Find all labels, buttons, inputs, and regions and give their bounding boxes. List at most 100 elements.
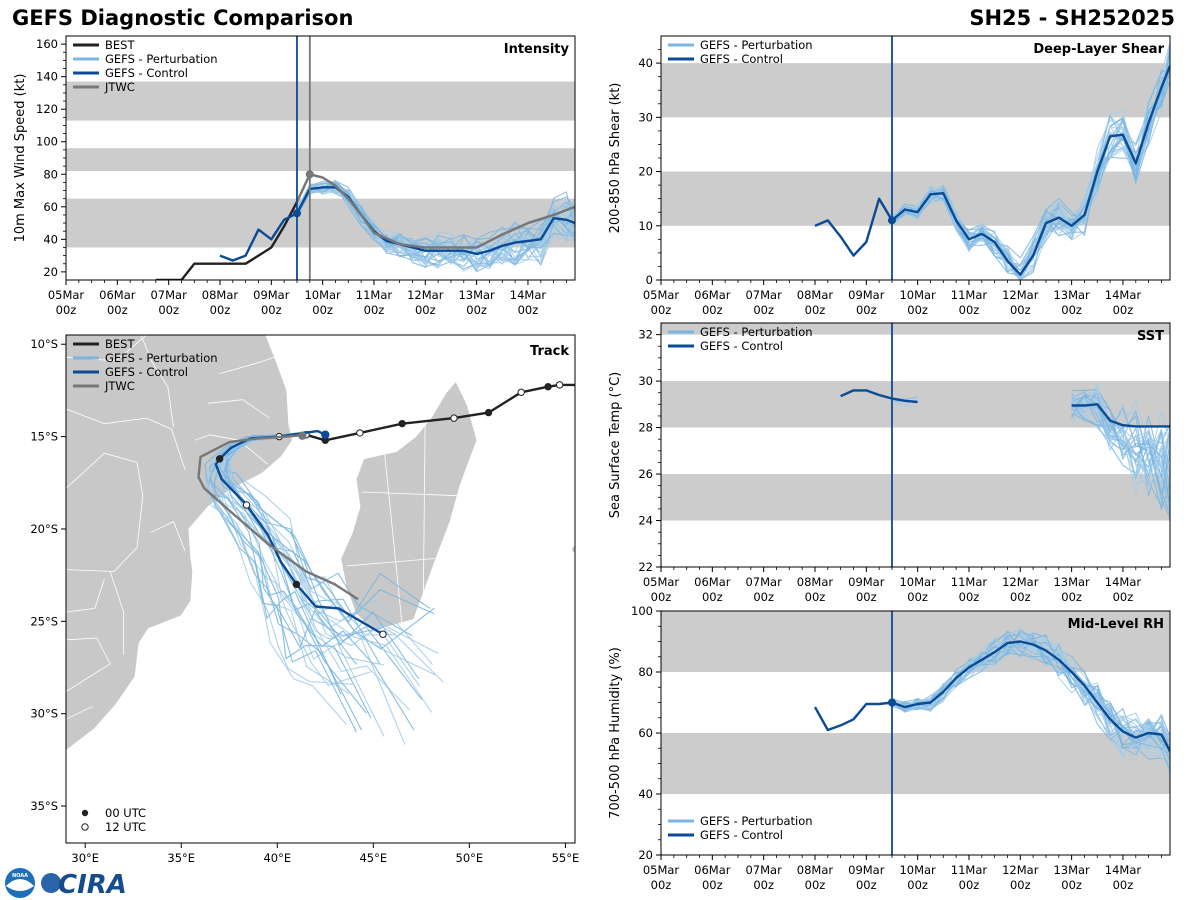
legend-label: GEFS - Control [700, 828, 783, 842]
legend-label: GEFS - Perturbation [105, 351, 218, 365]
x-tick-label: 35°E [167, 851, 195, 865]
admin-border [208, 399, 270, 419]
cira-globe-icon [41, 873, 61, 893]
x-tick-sublabel: 00z [856, 878, 877, 892]
map-area [66, 335, 575, 843]
x-tick-sublabel: 00z [56, 303, 77, 317]
legend-label: GEFS - Control [105, 66, 188, 80]
x-tick-label: 06Mar [694, 863, 731, 877]
admin-border [109, 571, 124, 655]
x-tick-label: 06Mar [694, 288, 731, 302]
legend-label: BEST [105, 337, 135, 351]
admin-border [66, 705, 94, 720]
x-tick-sublabel: 00z [1061, 590, 1082, 604]
chart-shear: 01020304005Mar00z06Mar00z07Mar00z08Mar00… [608, 35, 1171, 317]
admin-border [150, 521, 186, 552]
legend-label: JTWC [104, 379, 135, 393]
legend-label: GEFS - Control [105, 365, 188, 379]
shaded-band [661, 323, 1170, 335]
x-tick-sublabel: 00z [261, 303, 282, 317]
chart-rh: 2040608010005Mar00z06Mar00z07Mar00z08Mar… [608, 604, 1171, 892]
legend-label: GEFS - Perturbation [700, 814, 813, 828]
perturbation-member-line [1071, 387, 1170, 486]
jtwc-line [295, 173, 575, 249]
y-tick-label: 20°S [30, 522, 58, 536]
x-tick-label: 10Mar [899, 575, 936, 589]
panel-title: Deep-Layer Shear [1033, 42, 1164, 57]
track-marker-12utc [450, 414, 458, 422]
x-tick-sublabel: 00z [651, 878, 672, 892]
legend-label: GEFS - Perturbation [700, 38, 813, 52]
x-tick-sublabel: 00z [907, 878, 928, 892]
x-tick-sublabel: 00z [466, 303, 487, 317]
x-tick-sublabel: 00z [364, 303, 385, 317]
y-tick-label: 100 [631, 604, 653, 618]
y-tick-label: 120 [36, 102, 58, 116]
x-tick-label: 50°E [456, 851, 484, 865]
control-init-marker [887, 216, 896, 225]
best-track [305, 383, 575, 442]
y-axis-label: 700-500 hPa Humidity (%) [608, 647, 623, 819]
x-tick-label: 14Mar [1105, 575, 1142, 589]
x-tick-label: 11Mar [951, 863, 988, 877]
x-tick-sublabel: 00z [210, 303, 231, 317]
perturbation-member-line [891, 631, 1170, 771]
perturbation-member-line [891, 42, 1170, 279]
chart-sst: 22242628303205Mar00z06Mar00z07Mar00z08Ma… [608, 322, 1171, 604]
perturbation-member-line [1071, 402, 1170, 518]
plot-area [661, 611, 1170, 794]
legend-label: 00 UTC [105, 806, 146, 820]
x-tick-sublabel: 00z [1061, 878, 1082, 892]
perturbation-member-line [891, 71, 1170, 280]
x-tick-label: 14Mar [510, 288, 547, 302]
axes-frame [65, 334, 576, 844]
y-tick-label: 80 [43, 167, 58, 181]
control-init-marker [321, 430, 330, 439]
x-tick-label: 08Mar [202, 288, 239, 302]
x-tick-sublabel: 00z [1113, 303, 1134, 317]
jtwc-init-marker [298, 431, 307, 440]
track-marker-12utc [555, 381, 564, 389]
track-marker-00utc [398, 419, 406, 428]
x-tick-label: 13Mar [1053, 575, 1090, 589]
admin-border [422, 416, 426, 603]
perturbation-member-line [891, 648, 1170, 754]
x-tick-label: 14Mar [1105, 288, 1142, 302]
x-tick-label: 08Mar [797, 575, 834, 589]
control-track [214, 429, 384, 636]
perturbation-member-line [1071, 393, 1170, 495]
legend-label: BEST [105, 38, 135, 52]
admin-border [194, 434, 268, 465]
panel-title: SST [1137, 329, 1164, 344]
best-line [155, 201, 299, 280]
perturbation-member-line [1071, 390, 1170, 495]
axes-frame [660, 322, 1171, 568]
noaa-logo-text: NOAA [12, 873, 28, 879]
y-tick-label: 35°S [30, 799, 58, 813]
x-tick-label: 05Mar [643, 288, 680, 302]
x-tick-sublabel: 00z [907, 303, 928, 317]
y-tick-label: 20 [638, 848, 653, 862]
y-tick-label: 0 [646, 273, 653, 287]
shaded-band [66, 148, 575, 172]
y-tick-label: 15°S [30, 430, 58, 444]
y-tick-label: 40 [638, 787, 653, 801]
x-tick-sublabel: 00z [805, 303, 826, 317]
x-tick-label: 12Mar [1002, 863, 1039, 877]
x-tick-label: 05Mar [643, 575, 680, 589]
x-tick-sublabel: 00z [518, 303, 539, 317]
x-tick-label: 12Mar [1002, 575, 1039, 589]
jtwc-init-marker [305, 170, 314, 179]
x-tick-label: 13Mar [1053, 863, 1090, 877]
reunion-island [572, 546, 575, 553]
track-marker-00utc [544, 383, 552, 391]
y-tick-label: 80 [638, 665, 653, 679]
control-line [814, 65, 1170, 276]
x-tick-sublabel: 00z [651, 590, 672, 604]
y-tick-label: 10 [638, 219, 653, 233]
y-axis-label: 200-850 hPa Shear (kt) [608, 83, 623, 234]
x-tick-sublabel: 00z [1113, 590, 1134, 604]
shaded-band [661, 63, 1170, 118]
y-tick-label: 100 [36, 135, 58, 149]
plot-area [661, 323, 1170, 521]
